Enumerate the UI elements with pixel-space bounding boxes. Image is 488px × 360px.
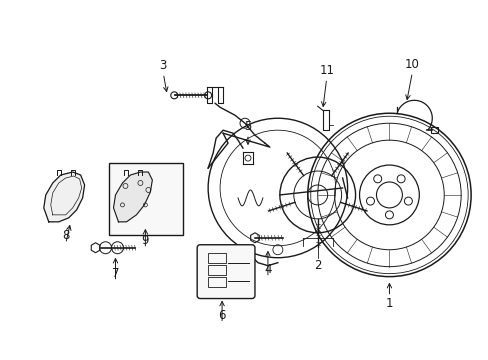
Text: 10: 10 [404,58,419,71]
FancyBboxPatch shape [197,245,254,298]
Bar [108,163,183,235]
Bar [430,127,437,133]
Text: 4: 4 [264,263,271,276]
Text: 9: 9 [142,234,149,247]
Polygon shape [113,172,152,222]
Bar [208,265,225,275]
Text: 3: 3 [159,59,167,72]
Text: 2: 2 [313,259,321,272]
Bar [208,276,225,287]
Text: 7: 7 [112,267,119,280]
Polygon shape [44,172,84,222]
Text: 11: 11 [319,64,333,77]
Bar [208,253,225,263]
Text: 6: 6 [218,309,225,322]
Text: 1: 1 [385,297,392,310]
Text: 8: 8 [62,229,69,242]
Text: 5: 5 [244,120,251,133]
